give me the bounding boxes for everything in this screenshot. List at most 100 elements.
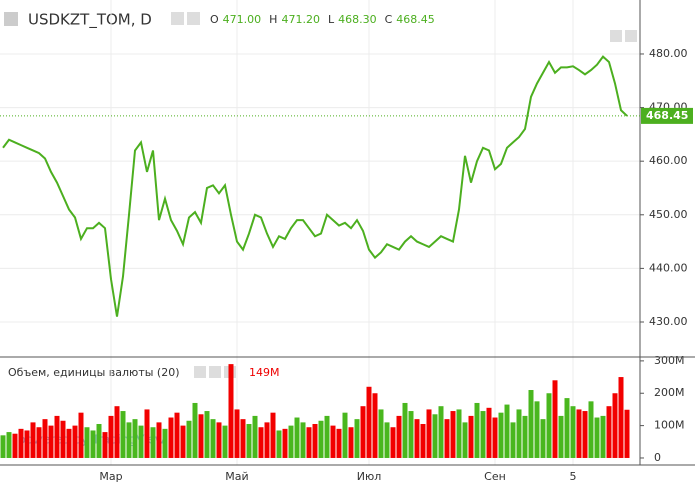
volume-bar — [30, 422, 36, 458]
volume-bar — [258, 427, 264, 458]
volume-bar — [240, 419, 246, 458]
y-tick-label: 0 — [654, 451, 661, 464]
volume-bar — [576, 409, 582, 458]
volume-bar — [24, 430, 30, 458]
x-tick-label: Сен — [484, 470, 506, 483]
y-tick-label: 450.00 — [649, 208, 688, 221]
volume-bar — [426, 409, 432, 458]
volume-bar — [288, 425, 294, 458]
volume-bar — [72, 425, 78, 458]
volume-bar — [228, 364, 234, 458]
ohlc-value: 471.00 — [223, 13, 262, 26]
ohlc-value: 468.45 — [396, 13, 435, 26]
header-icons — [4, 12, 637, 378]
volume-bar — [60, 420, 66, 458]
volume-bar — [618, 377, 624, 458]
volume-bar — [306, 427, 312, 458]
volume-bar — [144, 409, 150, 458]
volume-bar — [600, 415, 606, 458]
eye-icon[interactable] — [171, 12, 184, 25]
price-line — [2, 55, 628, 317]
ohlc-key: L — [328, 13, 335, 26]
volume-bar — [378, 409, 384, 458]
volume-bar — [54, 415, 60, 458]
volume-bar — [564, 398, 570, 458]
volume-bar — [12, 433, 18, 458]
volume-bar — [66, 428, 72, 458]
x-tick-label: Мар — [99, 470, 122, 483]
volume-bar — [330, 425, 336, 458]
volume-bar — [432, 414, 438, 458]
volume-bar — [498, 412, 504, 458]
volume-bar — [294, 417, 300, 458]
x-tick-label: Июл — [357, 470, 382, 483]
volume-bar — [450, 411, 456, 458]
chart-title: USDKZT_TOM, D — [28, 11, 152, 30]
volume-bar — [552, 380, 558, 458]
volume-bar — [402, 402, 408, 458]
y-tick-label: 200M — [654, 386, 685, 399]
volume-bar — [582, 411, 588, 458]
volume-bar — [516, 409, 522, 458]
volume-bar — [510, 422, 516, 458]
volume-bar — [0, 435, 6, 458]
volume-bar — [180, 425, 186, 458]
volume-bar — [18, 428, 24, 458]
volume-bar — [408, 411, 414, 458]
volume-bar — [78, 412, 84, 458]
settings-icon[interactable] — [209, 366, 221, 378]
grid — [0, 0, 640, 465]
volume-bar — [174, 412, 180, 458]
volume-bar — [360, 406, 366, 458]
x-tick-label: Май — [225, 470, 248, 483]
arrow-icon[interactable] — [625, 30, 637, 42]
volume-bar — [534, 401, 540, 458]
volume-bar — [168, 417, 174, 458]
volume-bar — [222, 425, 228, 458]
volume-bar — [474, 402, 480, 458]
volume-bar — [282, 428, 288, 458]
volume-bar — [438, 406, 444, 458]
volume-bar — [492, 417, 498, 458]
volume-bar — [444, 419, 450, 458]
last-price-label: 468.45 — [646, 109, 688, 122]
volume-bar — [396, 415, 402, 458]
volume-bar — [372, 393, 378, 458]
volume-bar — [504, 404, 510, 458]
volume-bar — [204, 411, 210, 458]
volume-bar — [354, 419, 360, 458]
volume-bar — [264, 422, 270, 458]
volume-bar — [102, 432, 108, 458]
volume-bar — [324, 415, 330, 458]
volume-legend-value: 149M — [249, 366, 280, 379]
volume-bar — [90, 430, 96, 458]
volume-bar — [486, 407, 492, 458]
volume-bar — [312, 423, 318, 458]
volume-bar — [270, 412, 276, 458]
volume-bar — [588, 401, 594, 458]
y-tick-label: 300M — [654, 354, 685, 367]
volume-bar — [522, 415, 528, 458]
ohlc-key: O — [210, 13, 219, 26]
ohlc-value: 471.20 — [281, 13, 320, 26]
eye-icon[interactable] — [194, 366, 206, 378]
volume-bar — [84, 427, 90, 458]
collapse-icon[interactable] — [4, 12, 18, 26]
x-tick-label: 5 — [570, 470, 577, 483]
volume-bar — [42, 419, 48, 458]
y-tick-label: 440.00 — [649, 261, 688, 274]
volume-bar — [186, 420, 192, 458]
ohlc-value: 468.30 — [338, 13, 377, 26]
volume-bar — [318, 420, 324, 458]
volume-bar — [570, 406, 576, 458]
volume-bar — [366, 386, 372, 458]
arrow-icon[interactable] — [610, 30, 622, 42]
volume-bar — [606, 406, 612, 458]
ohlc-key: H — [269, 13, 277, 26]
volume-bar — [114, 406, 120, 458]
y-tick-label: 460.00 — [649, 154, 688, 167]
volume-bar — [198, 414, 204, 458]
volume-bar — [120, 411, 126, 458]
settings-icon[interactable] — [187, 12, 200, 25]
